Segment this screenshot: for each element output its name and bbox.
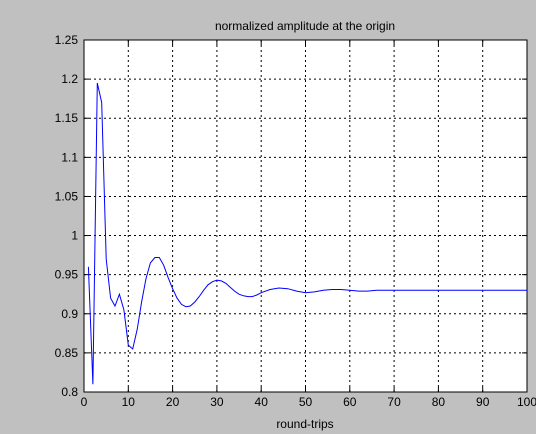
grid-lines <box>84 40 527 392</box>
x-tick-label: 80 <box>432 395 446 409</box>
x-tick-label: 50 <box>299 395 313 409</box>
x-tick-label: 60 <box>343 395 357 409</box>
y-tick-label: 0.95 <box>55 268 79 282</box>
x-tick-label: 40 <box>255 395 269 409</box>
chart-title: normalized amplitude at the origin <box>215 19 395 33</box>
x-tick-label: 20 <box>166 395 180 409</box>
y-tick-label: 0.9 <box>61 307 78 321</box>
amplitude-series-line <box>87 82 527 385</box>
x-tick-label: 10 <box>122 395 136 409</box>
y-tick-label: 0.8 <box>61 385 78 399</box>
y-tick-label: 1.05 <box>55 189 79 203</box>
x-tick-label: 0 <box>81 395 88 409</box>
y-tick-label: 0.85 <box>55 346 79 360</box>
x-tick-label: 70 <box>387 395 401 409</box>
x-tick-label: 100 <box>517 395 536 409</box>
x-tick-label: 30 <box>210 395 224 409</box>
x-axis-ticks: 0 10 20 30 40 50 60 70 80 90 100 <box>81 40 536 409</box>
x-tick-label: 90 <box>476 395 490 409</box>
x-axis-label: round-trips <box>276 417 333 431</box>
y-tick-label: 1 <box>71 229 78 243</box>
y-tick-label: 1.1 <box>61 150 78 164</box>
y-tick-label: 1.15 <box>55 111 79 125</box>
y-tick-label: 1.2 <box>61 72 78 86</box>
y-tick-label: 1.25 <box>55 33 79 47</box>
y-axis-ticks: 0.8 0.85 0.9 0.95 1 1.05 1.1 1.15 1.2 1.25 <box>55 33 527 399</box>
